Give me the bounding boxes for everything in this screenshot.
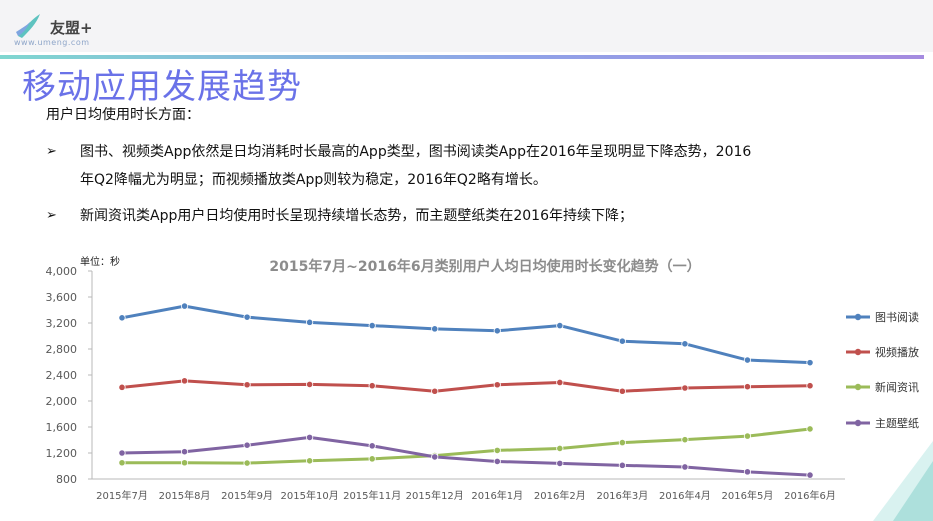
legend-marker: [854, 419, 862, 427]
chart-title: 2015年7月~2016年6月类别用户人均日均使用时长变化趋势（一）: [269, 258, 700, 275]
data-point: [806, 425, 814, 433]
data-point: [493, 457, 501, 466]
x-tick-label: 2015年7月: [96, 489, 148, 502]
data-point: [743, 468, 752, 476]
y-tick-label: 2,800: [46, 343, 78, 356]
bullet-line: 年Q2降幅尤为明显；而视频播放类App则较为稳定，2016年Q2略有增长。: [80, 172, 547, 188]
data-point: [493, 446, 501, 454]
legend-label: 图书阅读: [875, 310, 919, 324]
data-point: [431, 325, 439, 333]
legend-label: 主题壁纸: [875, 416, 919, 430]
accent-line: [0, 55, 924, 59]
y-tick-label: 1,600: [46, 421, 78, 434]
intro-text: 用户日均使用时长方面：: [46, 107, 200, 123]
data-point: [556, 459, 564, 467]
logo-text: 友盟+: [50, 19, 93, 37]
data-point: [743, 383, 752, 391]
legend-label: 新闻资讯: [875, 380, 919, 394]
x-tick-label: 2016年1月: [471, 489, 523, 502]
unit-label: 单位：秒: [80, 255, 120, 268]
header-bar: 友盟+ www.umeng.com: [0, 0, 933, 52]
data-point: [368, 442, 376, 450]
y-tick-label: 3,200: [46, 317, 78, 330]
data-point: [306, 457, 314, 465]
data-point: [431, 453, 439, 461]
data-point: [618, 461, 626, 469]
bullet-arrow-icon: ➢: [46, 208, 57, 223]
x-tick-label: 2015年12月: [406, 489, 464, 502]
data-point: [743, 356, 752, 364]
data-point: [618, 387, 626, 395]
data-point: [743, 432, 752, 440]
y-tick-label: 3,600: [46, 291, 78, 304]
data-point: [306, 433, 314, 441]
series-line-3: [120, 427, 812, 465]
x-tick-label: 2015年8月: [159, 489, 211, 502]
x-tick-label: 2015年10月: [281, 489, 339, 502]
legend-marker: [854, 313, 862, 321]
logo-bird-icon: [16, 14, 40, 38]
data-point: [806, 382, 814, 390]
data-point: [243, 313, 251, 321]
data-point: [368, 455, 376, 463]
y-tick-label: 2,000: [46, 395, 78, 408]
data-point: [180, 448, 189, 456]
data-point: [306, 380, 314, 389]
data-point: [493, 381, 501, 389]
page-title: 移动应用发展趋势: [22, 67, 302, 107]
bullet-arrow-icon: ➢: [46, 144, 57, 159]
data-point: [118, 459, 126, 467]
bullet-line: 图书、视频类App依然是日均消耗时长最高的App类型，图书阅读类App在2016…: [80, 144, 752, 160]
data-point: [618, 439, 626, 447]
x-tick-label: 2015年11月: [343, 489, 401, 502]
data-point: [618, 337, 626, 345]
umeng-logo: 友盟+ www.umeng.com: [10, 8, 110, 48]
y-tick-label: 2,400: [46, 369, 78, 382]
bullet-line: 新闻资讯类App用户日均使用时长呈现持续增长态势，而主题壁纸类在2016年持续下…: [80, 208, 633, 224]
x-tick-label: 2015年9月: [221, 489, 273, 502]
legend-marker: [854, 348, 862, 356]
data-point: [180, 377, 189, 385]
data-point: [681, 463, 689, 471]
data-point: [556, 322, 564, 330]
legend-marker: [854, 383, 862, 391]
y-tick-label: 1,200: [46, 447, 78, 460]
data-point: [556, 444, 564, 453]
corner-decoration: [873, 441, 933, 521]
bullet-text: 图书、视频类App依然是日均消耗时长最高的App类型，图书阅读类App在2016…: [80, 138, 920, 194]
data-point: [180, 302, 189, 310]
x-tick-label: 2016年5月: [722, 489, 774, 502]
x-tick-label: 2016年2月: [534, 489, 586, 502]
y-tick-label: 4,000: [46, 265, 78, 278]
data-point: [681, 340, 689, 348]
data-point: [556, 378, 564, 387]
x-tick-label: 2016年6月: [784, 489, 836, 502]
series-line-1: [120, 304, 812, 365]
bullet-text: 新闻资讯类App用户日均使用时长呈现持续增长态势，而主题壁纸类在2016年持续下…: [80, 202, 920, 230]
data-point: [431, 387, 439, 395]
data-point: [306, 318, 314, 326]
line-chart: 2015年7月~2016年6月类别用户人均日均使用时长变化趋势（一） 单位：秒4,…: [46, 255, 920, 502]
series-line-2: [120, 379, 812, 393]
logo-url: www.umeng.com: [14, 38, 90, 47]
x-tick-label: 2016年4月: [659, 489, 711, 502]
data-point: [806, 471, 814, 479]
x-tick-label: 2016年3月: [596, 489, 648, 502]
series-line-4: [120, 435, 812, 477]
data-point: [243, 459, 251, 467]
data-point: [118, 314, 126, 322]
data-point: [681, 436, 689, 444]
data-point: [243, 381, 251, 389]
data-point: [681, 384, 689, 392]
data-point: [243, 441, 251, 449]
data-point: [180, 459, 189, 467]
data-point: [493, 327, 501, 335]
legend-label: 视频播放: [875, 345, 919, 359]
data-point: [118, 383, 126, 391]
data-point: [368, 382, 376, 390]
data-point: [806, 359, 814, 367]
y-tick-label: 800: [56, 473, 77, 486]
data-point: [368, 322, 376, 330]
data-point: [118, 449, 126, 457]
